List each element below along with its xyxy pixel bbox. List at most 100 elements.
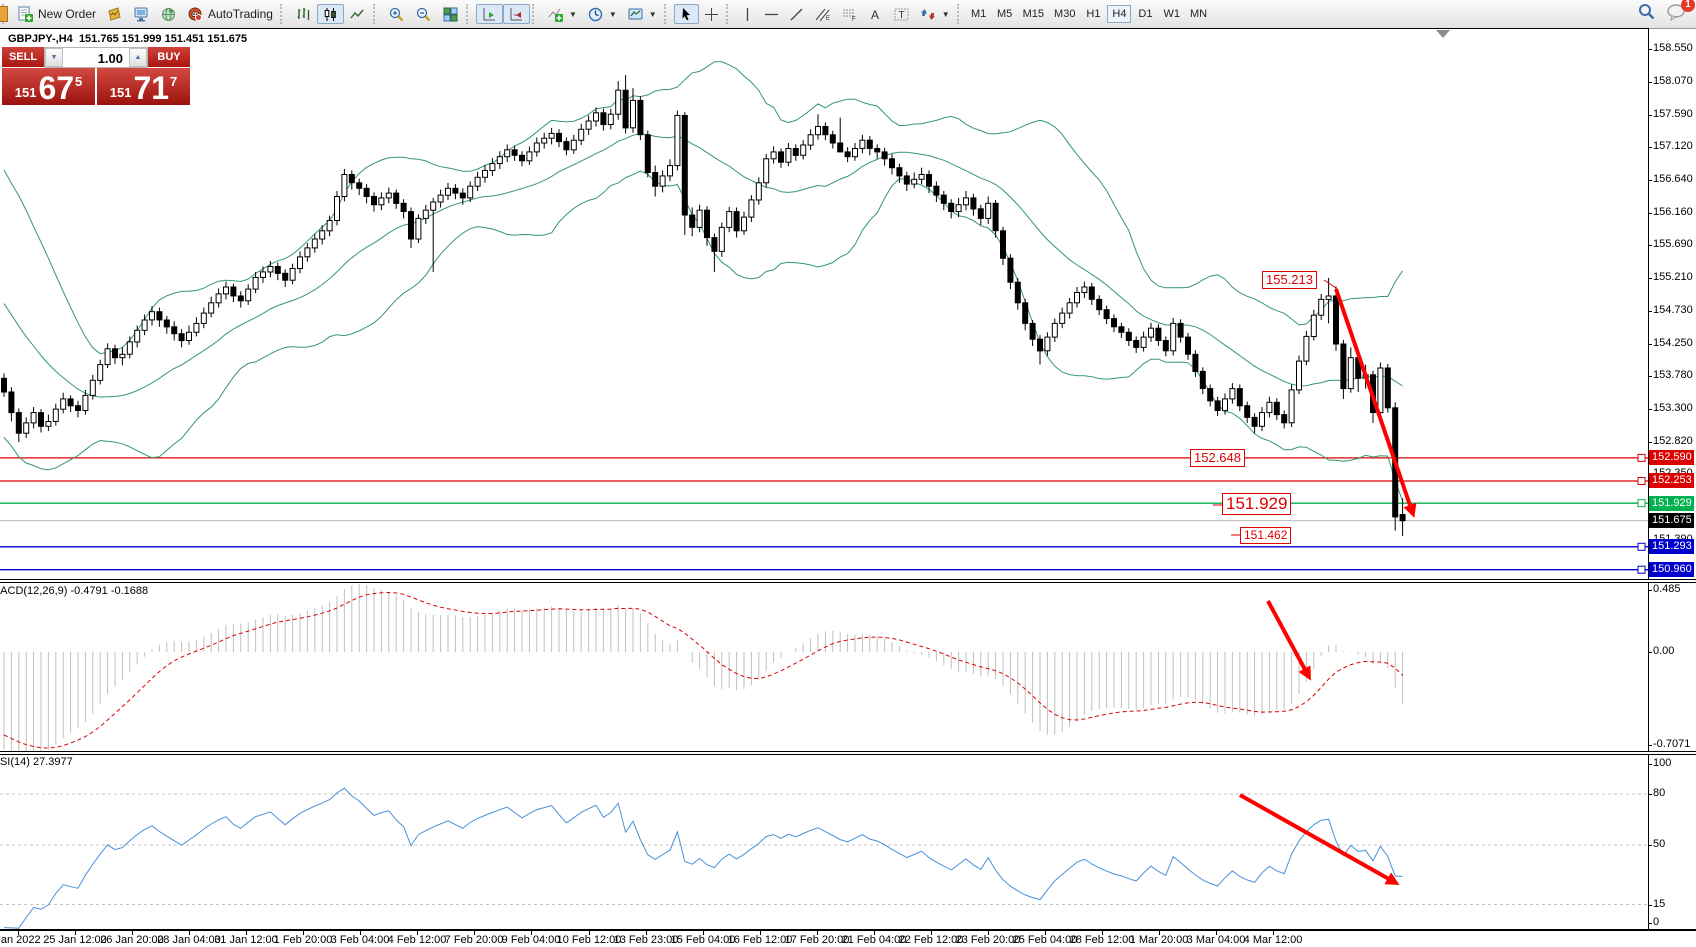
- arrows-button[interactable]: ▼: [915, 4, 955, 24]
- tile-windows-button[interactable]: [437, 4, 464, 24]
- text-button[interactable]: A: [863, 4, 888, 24]
- price-tick-label: 156.640: [1653, 173, 1693, 185]
- time-tick-mark: [531, 931, 532, 935]
- price-annotation-label[interactable]: 152.648: [1190, 449, 1245, 467]
- tile-windows-icon: [442, 6, 459, 23]
- macd-tick-label: 0.00: [1653, 645, 1675, 657]
- community-button[interactable]: [155, 4, 182, 24]
- toolbar-grip[interactable]: [279, 4, 286, 24]
- vertical-line-button[interactable]: [736, 4, 759, 24]
- time-tick-mark: [760, 931, 761, 935]
- cursor-button[interactable]: [673, 4, 699, 24]
- toolbar: New Order AutoTrading ▼ ▼ ▼ E F A: [0, 0, 1696, 29]
- toolbar-grip[interactable]: [531, 4, 538, 24]
- bar-chart-button[interactable]: [290, 4, 317, 24]
- toolbar-grip[interactable]: [663, 4, 670, 24]
- sell-price[interactable]: 151 67 5: [2, 68, 95, 105]
- toolbar-grip[interactable]: [956, 4, 963, 24]
- time-tick-label: 23 Feb 20:00: [955, 934, 1021, 946]
- rsi-tick-label: 100: [1653, 757, 1672, 769]
- search-icon[interactable]: [1637, 2, 1656, 24]
- periods-button[interactable]: ▼: [582, 4, 622, 24]
- templates-button[interactable]: ▼: [622, 4, 662, 24]
- terminal-button[interactable]: [128, 4, 155, 24]
- price-tick-mark: [1648, 245, 1652, 246]
- tab-timeframe-M15[interactable]: M15: [1022, 8, 1045, 20]
- price-tick-mark: [1648, 442, 1652, 443]
- templates-icon: [627, 6, 644, 23]
- channel-button[interactable]: E: [809, 4, 836, 24]
- text-label-button[interactable]: T: [888, 4, 915, 24]
- autotrading-button[interactable]: AutoTrading: [182, 4, 278, 24]
- price-tick-label: 157.120: [1653, 140, 1693, 152]
- time-tick-label: 4 Feb 12:00: [387, 934, 447, 946]
- volume-up-button[interactable]: ▲: [129, 48, 147, 67]
- toolbar-grip[interactable]: [465, 4, 472, 24]
- tab-timeframe-H4[interactable]: H4: [1107, 5, 1132, 23]
- chart-shift-marker-icon[interactable]: [1436, 30, 1450, 38]
- price-annotation-label[interactable]: 151.462: [1240, 527, 1292, 544]
- price-level-badge: 151.929: [1649, 496, 1694, 511]
- sell-button[interactable]: SELL: [2, 47, 44, 68]
- new-order-button[interactable]: New Order: [12, 4, 101, 24]
- price-tick-mark: [1648, 409, 1652, 410]
- chart-shift-button[interactable]: [502, 4, 530, 24]
- time-tick-mark: [360, 931, 361, 935]
- svg-text:A: A: [871, 8, 879, 22]
- time-axis[interactable]: Jan 2022 25 Jan 12:00 26 Jan 20:00 28 Ja…: [0, 931, 1696, 947]
- crosshair-button[interactable]: [699, 4, 724, 24]
- time-tick-mark: [417, 931, 418, 935]
- toolbar-grip[interactable]: [372, 4, 379, 24]
- arrows-caret-icon: ▼: [941, 9, 950, 19]
- clipped-toolbar-icon[interactable]: [0, 6, 8, 22]
- tab-timeframe-W1[interactable]: W1: [1163, 8, 1180, 20]
- time-tick-mark: [303, 931, 304, 935]
- time-tick-mark: [189, 931, 190, 935]
- line-chart-button[interactable]: [344, 4, 371, 24]
- buy-button[interactable]: BUY: [148, 47, 190, 68]
- tab-timeframe-MN[interactable]: MN: [1189, 8, 1208, 20]
- tab-timeframe-H1[interactable]: H1: [1086, 8, 1101, 20]
- price-tick-label: 154.250: [1653, 337, 1693, 349]
- zoom-in-button[interactable]: [383, 4, 410, 24]
- horizontal-line-button[interactable]: [759, 4, 784, 24]
- notifications-button[interactable]: 1: [1666, 0, 1695, 24]
- price-annotation-label[interactable]: 155.213: [1262, 271, 1317, 289]
- macd-splitter[interactable]: [0, 579, 1696, 583]
- charts-profile-button[interactable]: [101, 4, 128, 24]
- auto-scroll-icon: [481, 6, 498, 23]
- tab-timeframe-M5[interactable]: M5: [997, 8, 1013, 20]
- time-tick-label: 17 Feb 20:00: [784, 934, 850, 946]
- price-tick-label: 157.590: [1653, 108, 1693, 120]
- auto-scroll-button[interactable]: [475, 4, 503, 24]
- zoom-out-button[interactable]: [410, 4, 437, 24]
- candlestick-chart-button[interactable]: [316, 4, 344, 24]
- price-level-badge: 152.590: [1649, 450, 1694, 465]
- toolbar-grip[interactable]: [725, 4, 732, 24]
- time-tick-mark: [988, 931, 989, 935]
- volume-down-button[interactable]: ▼: [45, 48, 63, 67]
- community-icon: [160, 6, 177, 23]
- tab-timeframe-M1[interactable]: M1: [971, 8, 987, 20]
- price-tick-label: 156.160: [1653, 206, 1693, 218]
- fibonacci-button[interactable]: F: [836, 4, 863, 24]
- price-tick-label: 152.820: [1653, 435, 1693, 447]
- buy-price-pip: 7: [170, 74, 178, 89]
- time-tick-mark: [75, 931, 76, 935]
- ohlc-values: 151.765 151.999 151.451 151.675: [78, 33, 248, 45]
- time-tick-mark: [1159, 931, 1160, 935]
- new-order-label: New Order: [38, 7, 97, 21]
- volume-input[interactable]: 1.00: [97, 51, 123, 66]
- text-icon: A: [868, 7, 883, 22]
- price-annotation-label[interactable]: 151.929: [1222, 493, 1292, 515]
- trendline-button[interactable]: [784, 4, 809, 24]
- sell-price-prefix: 151: [14, 85, 37, 100]
- buy-price[interactable]: 151 71 7: [97, 68, 190, 105]
- tab-timeframe-M30[interactable]: M30: [1054, 8, 1076, 20]
- tab-timeframe-D1[interactable]: D1: [1138, 8, 1153, 20]
- indicators-button[interactable]: ▼: [542, 4, 582, 24]
- rsi-splitter[interactable]: [0, 751, 1696, 755]
- time-tick-mark: [589, 931, 590, 935]
- price-tick-mark: [1648, 49, 1652, 50]
